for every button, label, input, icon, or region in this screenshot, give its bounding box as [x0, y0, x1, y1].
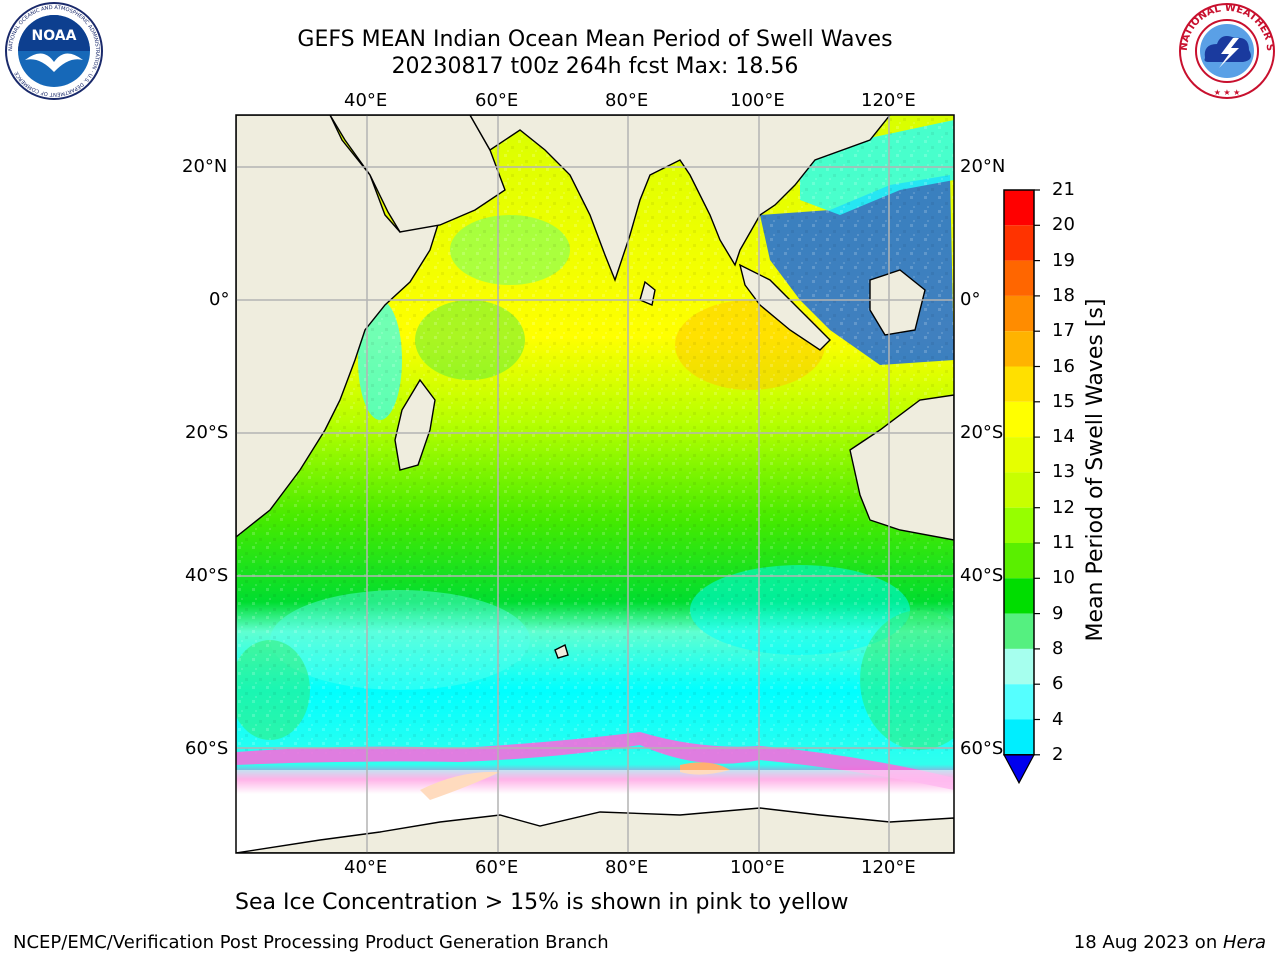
lat-label-right-0: 0°	[960, 289, 981, 310]
svg-text:★ ★ ★: ★ ★ ★	[1214, 88, 1241, 97]
colorbar-tick-label: 11	[1052, 532, 1075, 553]
noaa-logo: NOAA NATIONAL OCEANIC AND ATMOSPHERIC AD…	[5, 2, 103, 100]
colorbar-tick-label: 10	[1052, 567, 1075, 589]
lon-label-top-100e: 100°E	[730, 90, 785, 111]
colorbar	[1002, 189, 1040, 785]
map-field	[236, 115, 954, 853]
lon-label-bottom-40e: 40°E	[344, 857, 388, 878]
lon-label-top-80e: 80°E	[605, 90, 649, 111]
colorbar-band	[1004, 507, 1034, 543]
colorbar-band	[1004, 401, 1034, 438]
colorbar-tick-label: 8	[1052, 637, 1064, 659]
map-subtitle: 20230817 t00z 264h fcst Max: 18.56	[391, 54, 799, 79]
colorbar-band	[1004, 613, 1034, 649]
lon-label-top-60e: 60°E	[475, 90, 519, 111]
noaa-logo-text: NOAA	[32, 28, 77, 44]
colorbar-tick-label: 20	[1052, 214, 1075, 236]
colorbar-tick-label: 14	[1052, 426, 1075, 448]
footer-date: 18 Aug 2023 on Hera	[1074, 932, 1266, 953]
colorbar-band	[1004, 472, 1034, 508]
colorbar-tick-label: 13	[1052, 461, 1075, 483]
footer-date-text: 18 Aug 2023 on	[1073, 932, 1223, 953]
colorbar-tick-label: 21	[1052, 179, 1075, 200]
colorbar-band	[1004, 684, 1034, 720]
colorbar-extend-arrow	[1002, 754, 1036, 785]
colorbar-tick-label: 4	[1052, 708, 1064, 730]
colorbar-band	[1004, 331, 1034, 367]
sea-ice-caption: Sea Ice Concentration > 15% is shown in …	[235, 890, 849, 915]
colorbar-band	[1004, 225, 1034, 261]
lat-label-left-0: 0°	[209, 289, 230, 310]
map-title: GEFS MEAN Indian Ocean Mean Period of Sw…	[297, 27, 893, 52]
lat-label-left-40s: 40°S	[185, 565, 229, 586]
lon-label-bottom-60e: 60°E	[475, 857, 519, 878]
lon-label-bottom-100e: 100°E	[730, 857, 785, 878]
lon-label-bottom-120e: 120°E	[861, 857, 916, 878]
lon-label-top-40e: 40°E	[344, 90, 388, 111]
lat-label-left-20s: 20°S	[185, 422, 229, 443]
colorbar-label: Mean Period of Swell Waves [s]	[1083, 298, 1108, 642]
map-frame	[235, 114, 955, 854]
lat-label-right-40s: 40°S	[960, 565, 1004, 586]
nws-logo: NATIONAL WEATHER SERVICE ★ ★ ★	[1177, 2, 1275, 99]
colorbar-band	[1004, 719, 1034, 755]
colorbar-band	[1004, 190, 1034, 226]
colorbar-band	[1004, 437, 1034, 473]
colorbar-band	[1004, 366, 1034, 402]
colorbar-band	[1004, 260, 1034, 296]
colorbar-tick-label: 18	[1052, 284, 1075, 306]
footer-host: Hera	[1222, 932, 1266, 953]
land-masses	[236, 115, 954, 853]
lat-label-left-60s: 60°S	[185, 738, 229, 759]
colorbar-tick-label: 17	[1052, 320, 1075, 342]
colorbar-tick-label: 2	[1052, 743, 1064, 765]
lat-label-left-20n: 20°N	[182, 156, 228, 177]
colorbar-band	[1004, 543, 1034, 579]
colorbar-tick-label: 12	[1052, 496, 1075, 518]
colorbar-tick-label: 9	[1052, 602, 1064, 624]
lat-label-right-20s: 20°S	[960, 422, 1004, 443]
colorbar-band	[1004, 578, 1034, 614]
graticule	[236, 115, 954, 853]
colorbar-tick-label: 16	[1052, 355, 1075, 377]
colorbar-band	[1004, 648, 1034, 685]
lon-label-top-120e: 120°E	[861, 90, 916, 111]
colorbar-tick-label: 15	[1052, 390, 1075, 412]
colorbar-band	[1004, 295, 1034, 332]
footer-credit: NCEP/EMC/Verification Post Processing Pr…	[13, 932, 609, 953]
colorbar-tick-label: 19	[1052, 249, 1075, 271]
colorbar-tick-label: 6	[1052, 673, 1064, 695]
lon-label-bottom-80e: 80°E	[605, 857, 649, 878]
lat-label-right-60s: 60°S	[960, 738, 1004, 759]
lat-label-right-20n: 20°N	[960, 156, 1006, 177]
